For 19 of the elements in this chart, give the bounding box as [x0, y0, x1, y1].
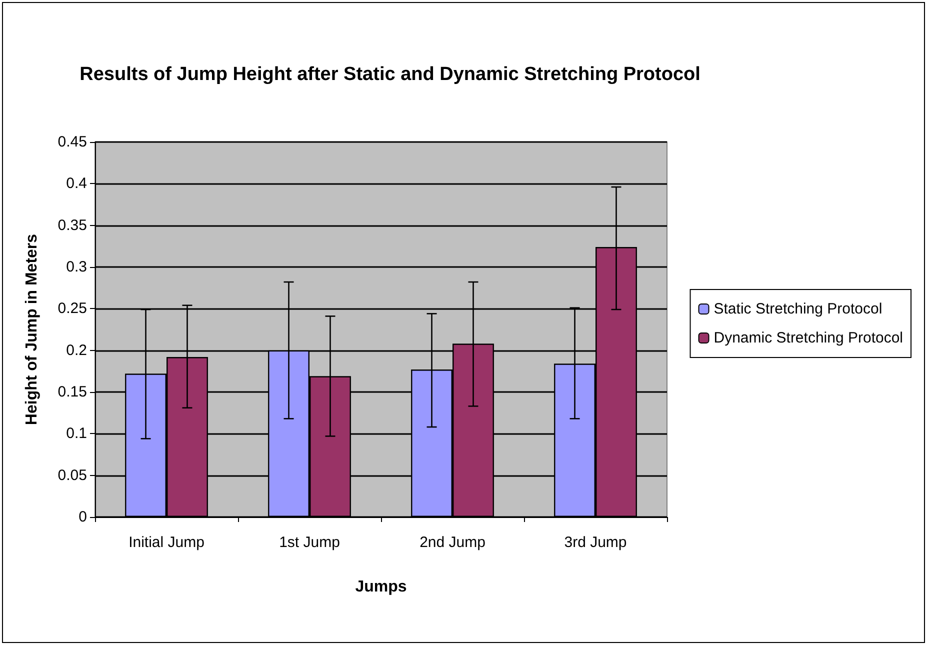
y-tick-label: 0.35	[58, 216, 87, 234]
y-tick-label: 0.45	[58, 134, 87, 150]
y-axis-title: Height of Jump in Meters	[24, 234, 40, 426]
y-tick-label: 0.2	[66, 342, 87, 359]
y-tick-label: 0.05	[58, 466, 87, 484]
x-axis-title: Jumps	[355, 578, 407, 596]
x-tick-label: 2nd Jump	[420, 534, 486, 551]
y-tick-label: 0.15	[58, 384, 87, 400]
y-tick-label: 0	[78, 508, 87, 526]
legend-label: Dynamic Stretching Protocol	[714, 330, 904, 346]
x-tick-label: 1st Jump	[279, 534, 340, 551]
y-tick-label: 0.3	[66, 258, 87, 276]
x-tick-label: 3rd Jump	[564, 534, 627, 551]
y-tick-label: 0.25	[58, 300, 87, 318]
y-tick-label: 0.4	[66, 175, 87, 192]
chart-title: Results of Jump Height after Static and Dynamic Stretching Protocol	[80, 64, 700, 85]
x-tick-label: Initial Jump	[128, 534, 204, 551]
legend-label: Static Stretching Protocol	[714, 300, 882, 318]
y-tick-label: 0.1	[66, 425, 87, 442]
